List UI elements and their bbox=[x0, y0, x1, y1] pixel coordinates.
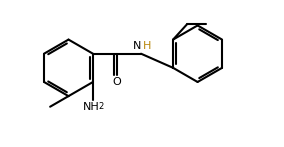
Text: NH: NH bbox=[83, 102, 100, 112]
Text: 2: 2 bbox=[98, 102, 103, 111]
Text: N: N bbox=[133, 41, 141, 51]
Text: H: H bbox=[143, 41, 151, 51]
Text: O: O bbox=[113, 77, 121, 87]
